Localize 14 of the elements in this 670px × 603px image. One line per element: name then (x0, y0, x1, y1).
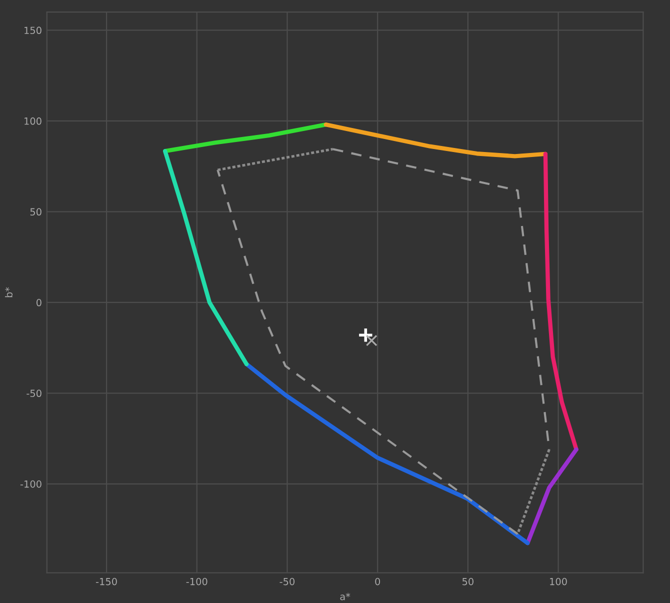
x-tick-label: -50 (280, 578, 295, 586)
y-tick-label: 50 (30, 208, 42, 216)
y-axis-title: b* (5, 287, 13, 298)
x-tick-label: 0 (375, 578, 380, 586)
y-tick-label: -100 (20, 480, 42, 488)
y-tick-label: 100 (24, 117, 42, 125)
x-tick-label: -100 (186, 578, 208, 586)
x-tick-label: 100 (550, 578, 567, 586)
y-tick-label: -50 (26, 390, 42, 398)
x-tick-label: 50 (462, 578, 474, 586)
y-tick-label: 0 (36, 298, 42, 306)
x-axis-title: a* (340, 592, 350, 600)
x-tick-label: -150 (96, 578, 117, 586)
y-tick-label: 150 (24, 26, 42, 34)
